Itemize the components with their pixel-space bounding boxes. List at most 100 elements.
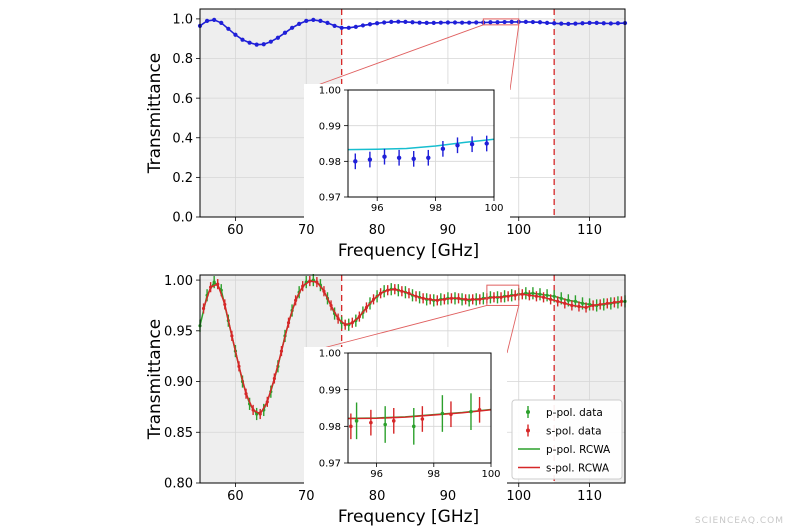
top-data-point — [403, 19, 408, 24]
top-inset-point — [396, 149, 402, 166]
bottom-s-data-point-marker — [308, 279, 312, 283]
bottom-s-data-point-marker — [407, 291, 411, 295]
bottom-s-data-point-marker — [272, 376, 276, 381]
legend-label: s-pol. data — [546, 426, 602, 438]
top-data-point — [474, 20, 479, 25]
top-data-point — [289, 25, 295, 30]
bottom-inset-s-point-marker — [391, 419, 396, 423]
bottom-s-data-point — [230, 330, 234, 341]
bottom-s-data-point — [223, 299, 227, 310]
top-inset-axes: 96 98 100 0.97 0.98 0.99 1.00 — [319, 86, 504, 214]
bottom-s-data-point — [272, 373, 276, 384]
bottom-s-data-point — [286, 317, 291, 328]
bottom-s-data-point-marker — [301, 284, 305, 288]
bottom-s-data-point-marker — [322, 289, 326, 293]
top-zoom-connector — [303, 24, 484, 91]
bottom-ytick-label: 0.85 — [164, 426, 193, 441]
bottom-ylabel: Transmittance — [145, 319, 165, 441]
bottom-s-data-point — [499, 292, 503, 303]
top-inset-point — [367, 151, 373, 168]
top-inset-point-marker — [396, 155, 402, 160]
top-data-point — [530, 19, 536, 25]
bottom-inset-s-point-marker — [349, 424, 353, 429]
bottom-s-data-point — [549, 294, 553, 305]
top-data-point — [459, 20, 465, 25]
bottom-s-data-point — [265, 396, 269, 407]
bottom-s-data-point-marker — [265, 400, 269, 404]
top-data-point — [204, 18, 210, 23]
top-inset-point — [411, 150, 416, 167]
bottom-s-data-point-marker — [329, 303, 333, 308]
bottom-p-data-point — [545, 289, 549, 302]
bottom-s-data-point-marker — [563, 301, 567, 306]
bottom-s-data-point-marker — [244, 392, 248, 396]
bottom-s-data-point-marker — [534, 294, 539, 298]
bottom-s-data-point-marker — [435, 298, 439, 302]
bottom-s-data-point — [534, 291, 539, 302]
top-data-point — [495, 20, 500, 25]
bottom-s-data-point-marker — [584, 305, 588, 310]
bottom-s-data-point-marker — [379, 291, 383, 295]
top-data-point — [304, 18, 309, 23]
bottom-s-data-point-marker — [386, 288, 390, 292]
bottom-s-data-point-marker — [527, 293, 531, 297]
bottom-s-data-point-marker — [336, 317, 340, 321]
top-ytick-label: 0.0 — [172, 211, 193, 226]
bottom-s-data-point-marker — [541, 295, 546, 299]
bottom-s-data-point — [520, 289, 524, 300]
bottom-s-data-point — [336, 313, 340, 324]
bottom-inset-xtick-label: 98 — [427, 469, 440, 480]
bottom-s-data-point — [251, 404, 255, 416]
bottom-zoom-rect — [486, 284, 520, 306]
bottom-p-data-point-marker — [580, 301, 585, 306]
bottom-s-data-point-marker — [357, 315, 361, 319]
top-data-point — [438, 20, 443, 25]
top-data-point — [282, 30, 288, 35]
bottom-inset-xtick-label: 100 — [481, 469, 500, 480]
bottom-series — [198, 273, 627, 421]
bottom-s-data-point — [201, 303, 206, 314]
bottom-inset-p-point — [383, 406, 387, 443]
bottom-s-data-point — [541, 292, 546, 303]
bottom-inset-s-point-marker — [449, 412, 453, 417]
bottom-s-data-point-marker — [400, 289, 404, 293]
bottom-s-data-point-marker — [492, 295, 496, 299]
bottom-s-data-point-marker — [456, 296, 461, 300]
bottom-s-data-point-marker — [449, 296, 454, 300]
bottom-s-data-point-marker — [414, 294, 418, 298]
top-inset-point-marker — [382, 154, 387, 159]
bottom-ytick-label: 0.90 — [164, 375, 193, 390]
bottom-s-data-point — [591, 300, 595, 311]
top-data-point — [552, 21, 557, 26]
legend-label: p-pol. data — [546, 407, 603, 419]
bottom-xtick-label: 100 — [506, 489, 531, 504]
legend-item: p-pol. data — [526, 406, 603, 419]
top-ytick-label: 0.2 — [172, 171, 193, 186]
bottom-inset-p-point-marker — [354, 419, 359, 423]
top-data-point — [537, 20, 543, 25]
top-data-point — [396, 19, 401, 24]
bottom-s-data-point-marker — [343, 323, 347, 327]
legend-item: s-pol. RCWA — [518, 463, 610, 475]
bottom-p-data-point-marker — [559, 296, 563, 300]
bottom-p-data-point-marker — [212, 280, 216, 284]
bottom-s-data-point — [584, 302, 588, 313]
bottom-s-data-point — [428, 294, 432, 305]
bottom-s-data-point — [570, 300, 574, 311]
bottom-s-data-point-marker — [279, 349, 284, 353]
bottom-s-data-point — [301, 281, 305, 292]
top-data-point — [566, 21, 571, 26]
bottom-s-data-point — [605, 298, 609, 309]
bottom-p-data-point — [538, 288, 542, 301]
top-xtick-label: 80 — [369, 223, 386, 238]
top-data-point — [382, 20, 387, 25]
bottom-p-data-point-marker — [573, 299, 578, 303]
bottom-p-data-point — [531, 287, 535, 300]
legend-item: p-pol. RCWA — [518, 444, 611, 456]
bottom-s-data-point-marker — [471, 297, 475, 301]
top-xtick-label: 110 — [577, 223, 602, 238]
top-ytick-label: 0.4 — [172, 131, 193, 146]
top-inset-frame — [347, 89, 495, 198]
top-inset-point-marker — [367, 157, 373, 162]
bottom-s-data-point — [435, 295, 439, 306]
